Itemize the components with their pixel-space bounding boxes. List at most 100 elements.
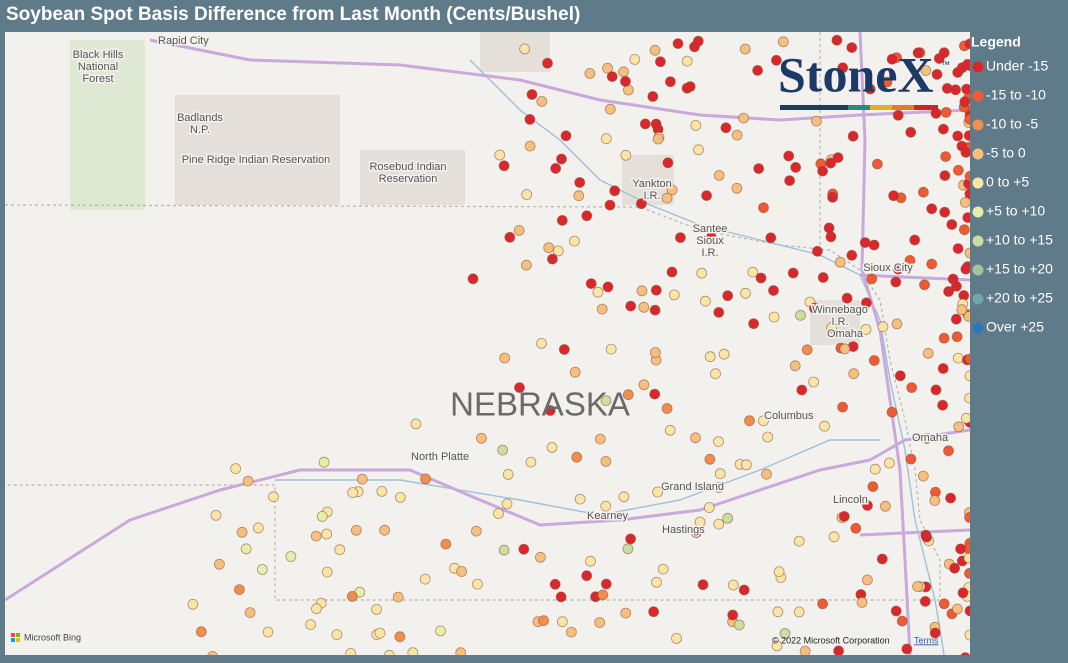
station-dot[interactable] xyxy=(526,89,538,100)
station-dot[interactable] xyxy=(819,420,830,432)
station-dot[interactable] xyxy=(839,343,851,355)
station-dot[interactable] xyxy=(963,311,974,322)
station-dot[interactable] xyxy=(834,256,846,268)
station-dot[interactable] xyxy=(823,222,835,234)
station-dot[interactable] xyxy=(379,524,391,536)
station-dot[interactable] xyxy=(777,36,789,48)
station-dot[interactable] xyxy=(620,149,632,161)
station-dot[interactable] xyxy=(602,62,613,74)
station-dot[interactable] xyxy=(625,300,637,312)
station-dot[interactable] xyxy=(346,591,358,602)
station-dot[interactable] xyxy=(713,482,725,493)
station-dot[interactable] xyxy=(662,157,674,169)
station-dot[interactable] xyxy=(650,118,662,130)
station-dot[interactable] xyxy=(581,210,593,222)
station-dot[interactable] xyxy=(876,553,888,565)
station-dot[interactable] xyxy=(497,444,509,456)
station-dot[interactable] xyxy=(939,206,951,218)
station-dot[interactable] xyxy=(498,544,510,556)
station-dot[interactable] xyxy=(566,626,577,638)
station-dot[interactable] xyxy=(906,382,918,394)
station-dot[interactable] xyxy=(901,643,913,655)
station-dot[interactable] xyxy=(569,235,580,247)
station-dot[interactable] xyxy=(240,543,252,555)
station-dot[interactable] xyxy=(955,543,966,555)
station-dot[interactable] xyxy=(772,606,784,618)
station-dot[interactable] xyxy=(713,306,725,318)
station-dot[interactable] xyxy=(964,568,975,579)
station-dot[interactable] xyxy=(943,445,954,457)
station-dot[interactable] xyxy=(801,344,813,356)
station-dot[interactable] xyxy=(964,170,975,182)
station-dot[interactable] xyxy=(560,130,572,142)
station-dot[interactable] xyxy=(581,570,593,582)
station-dot[interactable] xyxy=(556,153,567,165)
station-dot[interactable] xyxy=(877,321,889,333)
station-dot[interactable] xyxy=(799,645,811,656)
station-dot[interactable] xyxy=(661,192,673,204)
station-dot[interactable] xyxy=(868,355,880,366)
station-dot[interactable] xyxy=(960,412,971,424)
station-dot[interactable] xyxy=(956,304,968,316)
station-dot[interactable] xyxy=(467,273,479,285)
station-dot[interactable] xyxy=(961,83,972,95)
station-dot[interactable] xyxy=(917,470,929,482)
station-dot[interactable] xyxy=(574,493,586,505)
station-dot[interactable] xyxy=(230,463,242,475)
station-dot[interactable] xyxy=(950,313,962,325)
station-dot[interactable] xyxy=(536,337,547,349)
station-dot[interactable] xyxy=(809,302,820,314)
station-dot[interactable] xyxy=(499,352,511,364)
station-dot[interactable] xyxy=(535,551,546,563)
station-dot[interactable] xyxy=(886,406,898,418)
station-dot[interactable] xyxy=(693,144,704,156)
station-dot[interactable] xyxy=(753,163,765,175)
station-dot[interactable] xyxy=(321,528,333,540)
station-dot[interactable] xyxy=(938,598,950,610)
station-dot[interactable] xyxy=(744,415,755,427)
station-dot[interactable] xyxy=(881,76,893,88)
station-dot[interactable] xyxy=(940,151,951,163)
station-dot[interactable] xyxy=(891,318,903,330)
station-dot[interactable] xyxy=(964,38,975,50)
station-dot[interactable] xyxy=(374,627,386,639)
station-dot[interactable] xyxy=(941,83,953,94)
station-dot[interactable] xyxy=(952,243,964,255)
station-dot[interactable] xyxy=(620,607,632,619)
station-dot[interactable] xyxy=(622,543,634,555)
station-dot[interactable] xyxy=(207,651,218,661)
station-dot[interactable] xyxy=(331,629,343,640)
station-dot[interactable] xyxy=(905,126,917,138)
station-dot[interactable] xyxy=(888,190,899,202)
station-dot[interactable] xyxy=(650,347,661,358)
station-dot[interactable] xyxy=(684,81,696,92)
station-dot[interactable] xyxy=(866,273,878,285)
station-dot[interactable] xyxy=(242,475,254,487)
station-dot[interactable] xyxy=(525,456,537,468)
station-dot[interactable] xyxy=(456,566,468,577)
station-dot[interactable] xyxy=(964,392,975,404)
station-dot[interactable] xyxy=(926,258,938,270)
station-dot[interactable] xyxy=(731,129,743,141)
station-dot[interactable] xyxy=(524,114,536,125)
station-dot[interactable] xyxy=(681,55,693,67)
station-dot[interactable] xyxy=(376,485,388,497)
station-dot[interactable] xyxy=(825,231,837,243)
station-dot[interactable] xyxy=(700,295,711,307)
station-dot[interactable] xyxy=(620,76,631,87)
station-dot[interactable] xyxy=(268,491,279,503)
station-dot[interactable] xyxy=(793,535,805,547)
station-dot[interactable] xyxy=(964,353,975,365)
station-dot[interactable] xyxy=(846,42,858,53)
station-dot[interactable] xyxy=(758,202,769,214)
station-dot[interactable] xyxy=(860,324,872,335)
station-dot[interactable] xyxy=(931,69,943,80)
station-dot[interactable] xyxy=(606,71,618,82)
station-dot[interactable] xyxy=(771,640,783,652)
station-dot[interactable] xyxy=(244,607,256,618)
station-dot[interactable] xyxy=(808,376,819,388)
station-dot[interactable] xyxy=(672,38,684,49)
station-dot[interactable] xyxy=(904,254,916,266)
station-dot[interactable] xyxy=(959,224,970,236)
legend-item[interactable]: +15 to +20 xyxy=(972,261,1054,277)
